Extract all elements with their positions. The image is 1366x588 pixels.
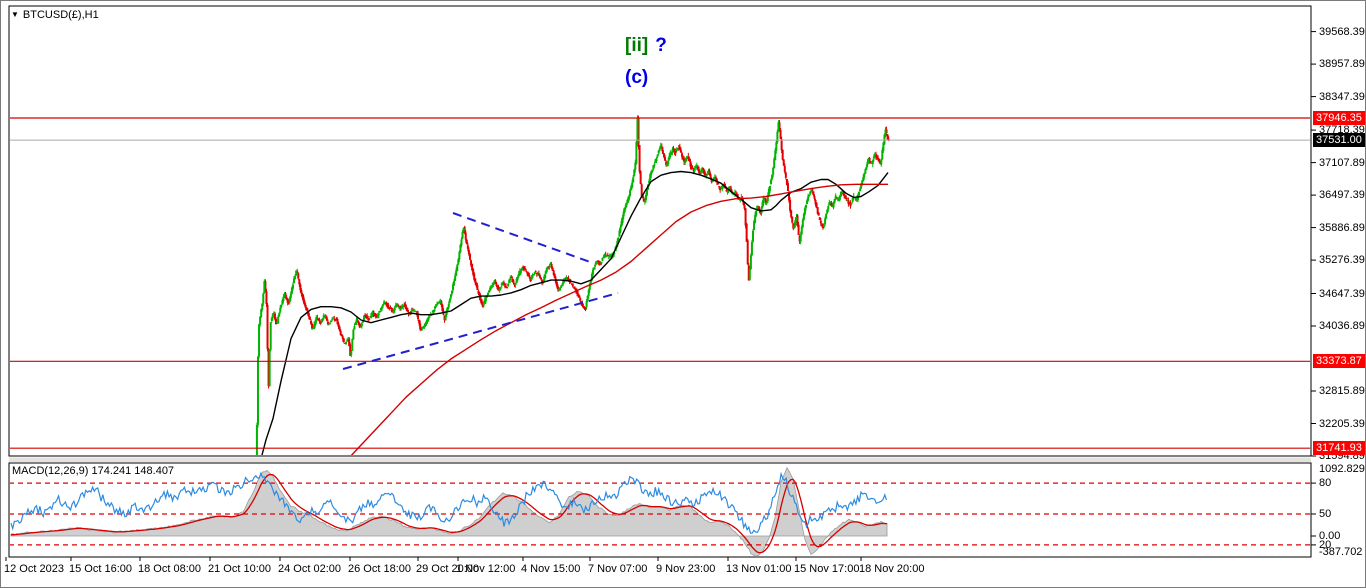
price-axis-label: 36497.39 bbox=[1319, 189, 1365, 201]
trendline[interactable] bbox=[342, 292, 619, 370]
time-axis-label: 29 Oct 20:00 bbox=[416, 563, 479, 575]
price-axis-label: 34036.89 bbox=[1319, 320, 1365, 332]
time-axis-label: 15 Nov 17:00 bbox=[794, 563, 860, 575]
macd-signal-line bbox=[10, 473, 888, 554]
wave-label-question: ? bbox=[655, 35, 667, 56]
bear-candle-bodies bbox=[264, 117, 890, 386]
level-price-box: 31741.93 bbox=[1313, 441, 1365, 455]
symbol-title-label: BTCUSD(£),H1 bbox=[22, 9, 99, 21]
price-axis-label: 35886.89 bbox=[1319, 222, 1365, 234]
ma-slow-line[interactable] bbox=[346, 183, 888, 461]
time-axis-label: 7 Nov 07:00 bbox=[588, 563, 648, 575]
oscillator-line bbox=[10, 471, 888, 534]
price-axis-label: 39568.39 bbox=[1319, 26, 1365, 38]
symbol-title[interactable]: ▼ BTCUSD(£),H1 bbox=[11, 9, 99, 21]
panel-splitter[interactable] bbox=[9, 457, 1311, 463]
trendline[interactable] bbox=[452, 212, 594, 264]
indicator-axis-label: 1092.829 bbox=[1319, 463, 1365, 475]
price-axis-label: 38957.89 bbox=[1319, 58, 1365, 70]
price-axis-label: 34647.39 bbox=[1319, 288, 1365, 300]
current-price-box: 37531.00 bbox=[1313, 133, 1365, 147]
indicator-axis-label: 20 bbox=[1319, 539, 1332, 551]
price-axis-label: 32205.39 bbox=[1319, 418, 1365, 430]
price-axis-label: 37107.89 bbox=[1319, 157, 1365, 169]
time-axis-label: 26 Oct 18:00 bbox=[348, 563, 411, 575]
indicator-panel-frame bbox=[8, 462, 1312, 558]
wave-annotation-secondary[interactable]: (c) bbox=[625, 67, 649, 88]
indicator-axis-label: 50 bbox=[1319, 508, 1332, 520]
price-axis-label: 32815.89 bbox=[1319, 385, 1365, 397]
time-axis-label: 12 Oct 2023 bbox=[4, 563, 64, 575]
time-axis-label: 13 Nov 01:00 bbox=[726, 563, 792, 575]
macd-histogram bbox=[10, 466, 888, 556]
bull-candle-wicks bbox=[256, 115, 886, 455]
indicator-label: MACD(12,26,9) 174.241 148.407 bbox=[12, 465, 175, 477]
time-axis-label: 4 Nov 15:00 bbox=[521, 563, 581, 575]
time-axis-label: 9 Nov 23:00 bbox=[656, 563, 716, 575]
wave-label-ii: [ii] bbox=[625, 35, 649, 56]
time-axis-label: 18 Oct 08:00 bbox=[138, 563, 201, 575]
time-axis-label: 18 Nov 20:00 bbox=[859, 563, 925, 575]
time-axis-label: 24 Oct 02:00 bbox=[278, 563, 341, 575]
time-axis-label: 15 Oct 16:00 bbox=[69, 563, 132, 575]
bear-candle-wicks bbox=[264, 115, 890, 389]
level-price-box: 33373.87 bbox=[1313, 354, 1365, 368]
chevron-down-icon[interactable]: ▼ bbox=[11, 10, 19, 19]
price-axis-label: 38347.39 bbox=[1319, 91, 1365, 103]
price-panel[interactable] bbox=[9, 115, 1311, 588]
indicator-panel[interactable] bbox=[9, 466, 1311, 556]
bull-candle-bodies bbox=[255, 118, 887, 455]
ma-fast-line[interactable] bbox=[259, 170, 889, 467]
indicator-axis-label: -387.702 bbox=[1319, 546, 1363, 558]
price-axis-label: 35276.39 bbox=[1319, 254, 1365, 266]
time-axis-label: 21 Oct 10:00 bbox=[208, 563, 271, 575]
wave-annotation-primary[interactable]: [ii]? bbox=[625, 35, 667, 57]
price-panel-frame bbox=[8, 5, 1312, 457]
time-axis-label: 1 Nov 12:00 bbox=[456, 563, 516, 575]
indicator-axis-label: 0.00 bbox=[1319, 530, 1341, 542]
level-price-box: 37946.35 bbox=[1313, 111, 1365, 125]
indicator-axis-label: 80 bbox=[1319, 477, 1332, 489]
